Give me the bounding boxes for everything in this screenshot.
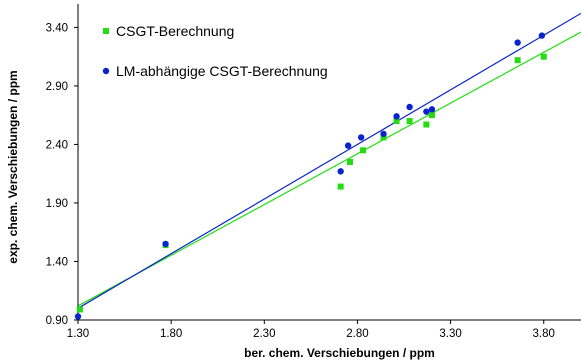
data-point-square	[360, 147, 367, 154]
x-tick-label: 1.80	[160, 328, 182, 340]
legend-item-csgt: CSGT-Berechnung	[103, 23, 234, 39]
x-tick-label: 3.80	[533, 328, 555, 340]
legend: CSGT-Berechnung LM-abhängige CSGT-Berech…	[102, 23, 328, 79]
data-point-square	[423, 121, 430, 128]
x-tick-label: 3.30	[439, 328, 461, 340]
legend-label-csgt: CSGT-Berechnung	[116, 23, 234, 39]
axes	[77, 4, 581, 321]
data-points	[74, 32, 547, 320]
legend-item-lm-csgt: LM-abhängige CSGT-Berechnung	[102, 63, 328, 79]
legend-marker-circle	[102, 67, 110, 75]
data-point-circle	[393, 113, 400, 120]
y-tick-label: 2.40	[46, 139, 68, 151]
y-tick-label: 3.40	[46, 22, 68, 34]
y-tick-label: 1.40	[46, 256, 68, 268]
data-point-square	[393, 118, 400, 125]
data-point-square	[380, 134, 387, 141]
fit-line-csgt	[77, 31, 581, 307]
data-point-square	[428, 112, 435, 119]
data-point-circle	[162, 240, 169, 248]
y-tick-label: 1.90	[46, 198, 68, 210]
legend-label-lm-csgt: LM-abhängige CSGT-Berechnung	[116, 63, 328, 79]
data-point-square	[346, 159, 353, 165]
data-point-square	[540, 53, 547, 60]
data-point-circle	[74, 313, 82, 320]
legend-marker-square	[103, 28, 109, 34]
data-point-circle	[538, 32, 546, 39]
y-axis-title: exp. chem. Verschiebungen / ppm	[6, 70, 20, 263]
data-point-square	[76, 306, 83, 313]
data-point-square	[406, 118, 413, 125]
data-point-circle	[428, 106, 436, 113]
x-tick-label: 1.30	[67, 328, 89, 340]
x-axis-title: ber. chem. Verschiebungen / ppm	[244, 346, 435, 360]
data-point-square	[514, 57, 521, 64]
data-point-circle	[344, 142, 352, 149]
x-tick-label: 2.80	[346, 328, 368, 340]
fit-line-lm-csgt	[77, 12, 581, 309]
data-point-circle	[514, 39, 521, 46]
data-point-circle	[380, 130, 387, 138]
data-point-circle	[423, 108, 430, 115]
y-tick-label: 0.90	[46, 315, 68, 327]
fit-lines	[77, 12, 581, 309]
y-tick-label: 2.90	[46, 81, 68, 93]
data-point-square	[337, 183, 344, 190]
data-point-circle	[357, 134, 365, 141]
x-ticks: 1.30 1.80 2.30 2.80 3.30 3.80	[67, 320, 555, 340]
data-point-circle	[337, 168, 344, 175]
x-tick-label: 2.30	[253, 328, 275, 340]
y-ticks: 0.90 1.40 1.90 2.40 2.90 3.40	[46, 22, 78, 327]
data-point-circle	[406, 103, 413, 111]
